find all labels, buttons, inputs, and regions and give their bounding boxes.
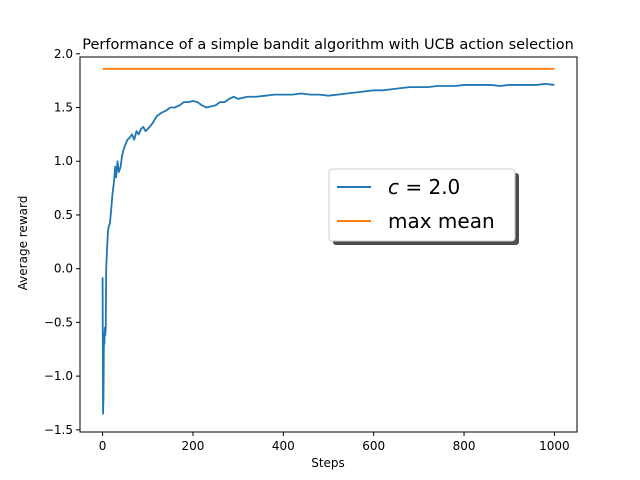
y-axis-ticks: −1.5 −1.0 −0.5 0.0 0.5 1.0 1.5 2.0 bbox=[44, 47, 80, 437]
x-tick-label: 800 bbox=[453, 439, 476, 453]
x-tick-label: 1000 bbox=[539, 439, 570, 453]
y-tick-label: 1.5 bbox=[54, 101, 73, 115]
y-tick-label: 2.0 bbox=[54, 47, 73, 61]
x-tick-label: 600 bbox=[362, 439, 385, 453]
plot-area: 0 200 400 600 800 1000 −1.5 −1.0 −0.5 0.0 0.5 1.0 1… bbox=[44, 47, 578, 453]
y-tick-label: 0.5 bbox=[54, 208, 73, 222]
y-tick-label: −1.0 bbox=[44, 369, 73, 383]
series-line-0 bbox=[101, 82, 555, 415]
x-tick-label: 200 bbox=[182, 439, 205, 453]
legend-label-max-mean: max mean bbox=[388, 209, 495, 233]
legend-label-ucb: c = 2.0 bbox=[388, 175, 460, 199]
y-axis-label: Average reward bbox=[16, 196, 30, 291]
series-layer bbox=[101, 67, 555, 415]
legend-box bbox=[328, 168, 516, 242]
y-tick-label: −0.5 bbox=[44, 315, 73, 329]
legend: c = 2.0 max mean bbox=[328, 168, 519, 245]
y-tick-label: 0.0 bbox=[54, 262, 73, 276]
y-tick-label: −1.5 bbox=[44, 423, 73, 437]
plot-frame bbox=[79, 56, 578, 433]
x-axis-ticks: 0 200 400 600 800 1000 bbox=[99, 432, 570, 453]
chart-title: Performance of a simple bandit algorithm… bbox=[82, 37, 574, 53]
x-tick-label: 400 bbox=[272, 439, 295, 453]
y-tick-label: 1.0 bbox=[54, 154, 73, 168]
x-axis-label: Steps bbox=[311, 456, 345, 470]
x-tick-label: 0 bbox=[99, 439, 107, 453]
